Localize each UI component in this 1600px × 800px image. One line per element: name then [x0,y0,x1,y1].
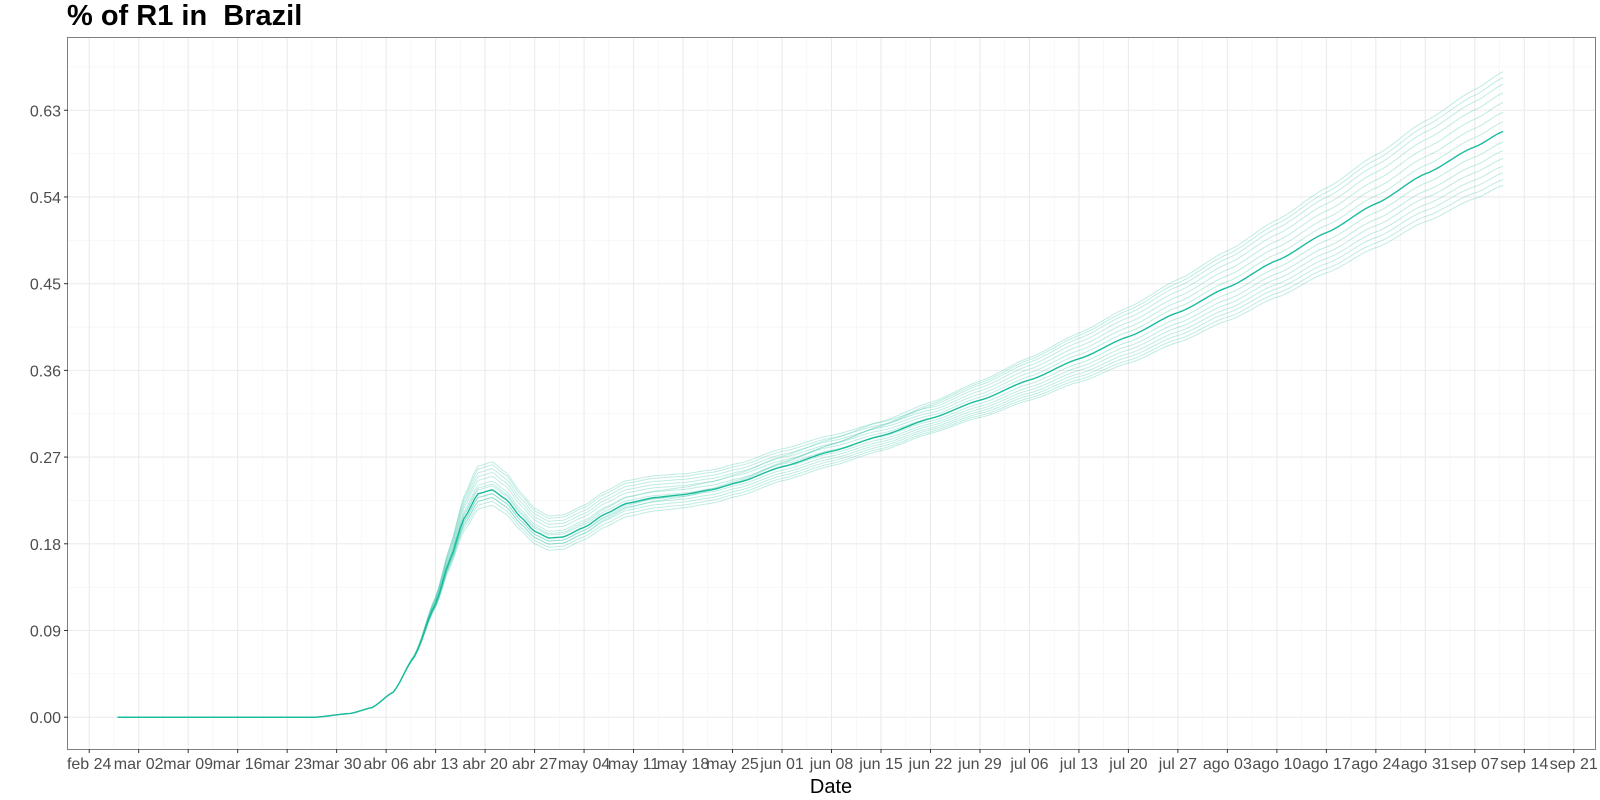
x-tick-label: may 11 [608,756,659,773]
y-tick-label: 0.54 [30,190,61,207]
x-tick-label: jun 01 [759,756,804,773]
x-tick-label: sep 14 [1500,756,1548,773]
ensemble-line [117,179,1504,718]
ensemble-line [117,131,1504,718]
ensemble-line [117,83,1504,718]
ensemble-line [117,92,1504,718]
ensemble-line [117,157,1504,718]
x-tick-label: jun 15 [858,756,903,773]
x-tick-label: jul 06 [1009,756,1048,773]
ensemble-line [117,150,1504,718]
y-tick-label: 0.00 [30,710,61,727]
x-tick-label: abr 06 [363,756,408,773]
ensemble-line [117,184,1504,718]
y-tick-label: 0.45 [30,277,61,294]
x-tick-label: jun 08 [809,756,854,773]
grid [68,38,1595,749]
x-tick-label: sep 07 [1451,756,1499,773]
main-series [117,130,1504,718]
x-tick-label: ago 03 [1203,756,1252,773]
x-tick-label: sep 21 [1550,756,1598,773]
ensemble-line [117,71,1504,718]
y-tick-label: 0.27 [30,450,61,467]
ensemble-line [117,102,1504,718]
ensemble-lines [117,71,1504,718]
y-axis: 0.00 0.09 0.18 0.27 0.36 0.45 0.54 0.63 [30,103,68,727]
series-line [117,130,1504,718]
x-tick-label: feb 24 [67,756,112,773]
x-tick-label: may 18 [657,756,710,773]
x-tick-label: mar 16 [213,756,263,773]
x-tick-label: mar 09 [163,756,213,773]
ensemble-line [117,172,1504,718]
x-axis: feb 24 mar 02 mar 09 mar 16 mar 23 mar 30 abr … [67,749,1598,773]
x-tick-label: abr 20 [462,756,507,773]
x-tick-label: jun 29 [957,756,1002,773]
x-tick-label: mar 23 [262,756,312,773]
x-tick-label: jul 20 [1108,756,1147,773]
x-axis-title: Date [810,776,852,798]
x-tick-label: ago 24 [1351,756,1400,773]
ensemble-line [117,165,1504,718]
ensemble-line [117,121,1504,718]
x-tick-label: abr 27 [512,756,557,773]
x-tick-label: ago 17 [1302,756,1351,773]
x-tick-label: jun 22 [908,756,953,773]
ensemble-line [117,111,1504,718]
x-tick-label: abr 13 [413,756,458,773]
x-tick-label: may 04 [558,756,611,773]
ensemble-line [117,77,1504,718]
y-tick-label: 0.09 [30,624,61,641]
y-tick-label: 0.63 [30,103,61,120]
chart-title: % of R1 in Brazil [67,0,303,32]
y-tick-label: 0.18 [30,537,61,554]
x-tick-label: mar 30 [312,756,362,773]
x-tick-label: may 25 [706,756,759,773]
y-tick-label: 0.36 [30,363,61,380]
x-tick-label: jul 13 [1059,756,1098,773]
x-tick-label: mar 02 [114,756,164,773]
x-tick-label: jul 27 [1158,756,1197,773]
x-tick-label: ago 31 [1401,756,1450,773]
x-tick-label: ago 10 [1252,756,1301,773]
